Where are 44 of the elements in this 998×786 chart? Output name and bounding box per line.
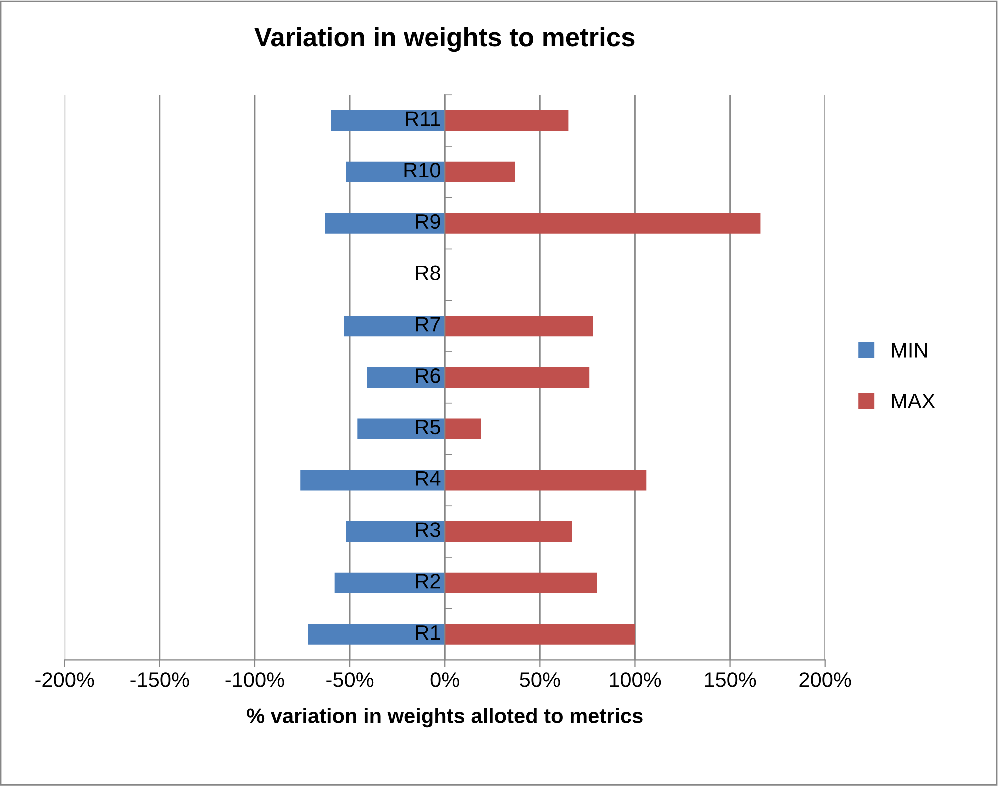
bar bbox=[445, 572, 598, 594]
y-tick-label: R3 bbox=[416, 522, 440, 538]
bar bbox=[445, 418, 482, 440]
y-tick-label: R11 bbox=[406, 112, 440, 126]
bar bbox=[367, 367, 446, 388]
y-tick-label: R9 bbox=[416, 214, 440, 230]
bar bbox=[445, 213, 761, 234]
chart-title: Variation in weights to metrics bbox=[254, 27, 635, 52]
bar bbox=[445, 162, 516, 182]
y-tick-label: R4 bbox=[416, 471, 441, 486]
bar bbox=[300, 470, 446, 491]
bar bbox=[445, 522, 572, 542]
bar bbox=[358, 418, 446, 440]
y-tick-label: R8 bbox=[416, 266, 440, 281]
x-tick-label: -100% bbox=[226, 672, 284, 688]
bar bbox=[445, 316, 594, 337]
bar bbox=[346, 162, 446, 182]
bar bbox=[325, 213, 446, 234]
bar bbox=[445, 470, 647, 491]
bar bbox=[331, 110, 446, 132]
x-tick-label: 50% bbox=[520, 672, 560, 688]
bar bbox=[445, 110, 569, 132]
y-tick-label: R10 bbox=[404, 163, 440, 178]
x-tick-label: 100% bbox=[610, 672, 662, 688]
y-tick-label: R2 bbox=[416, 574, 440, 589]
x-tick-label: 0% bbox=[430, 672, 460, 688]
x-tick-label: -50% bbox=[326, 672, 374, 688]
x-tick-label: 200% bbox=[800, 672, 852, 688]
bar bbox=[334, 572, 446, 594]
y-tick-label: R6 bbox=[416, 368, 440, 384]
y-tick-label: R7 bbox=[416, 317, 440, 332]
y-tick-label: R5 bbox=[416, 420, 440, 435]
legend-label: MAX bbox=[892, 394, 936, 408]
bar bbox=[308, 624, 446, 645]
x-tick-label: 150% bbox=[705, 672, 756, 688]
legend-label: MIN bbox=[892, 343, 928, 358]
y-tick-label: R1 bbox=[416, 626, 440, 640]
bar bbox=[346, 522, 446, 542]
x-axis-title: % variation in weights alloted to metrics bbox=[247, 708, 643, 728]
x-tick-label: -150% bbox=[130, 672, 190, 688]
bar bbox=[445, 624, 636, 645]
bar bbox=[344, 316, 446, 337]
x-tick-label: -200% bbox=[36, 672, 94, 688]
bar bbox=[445, 367, 590, 388]
